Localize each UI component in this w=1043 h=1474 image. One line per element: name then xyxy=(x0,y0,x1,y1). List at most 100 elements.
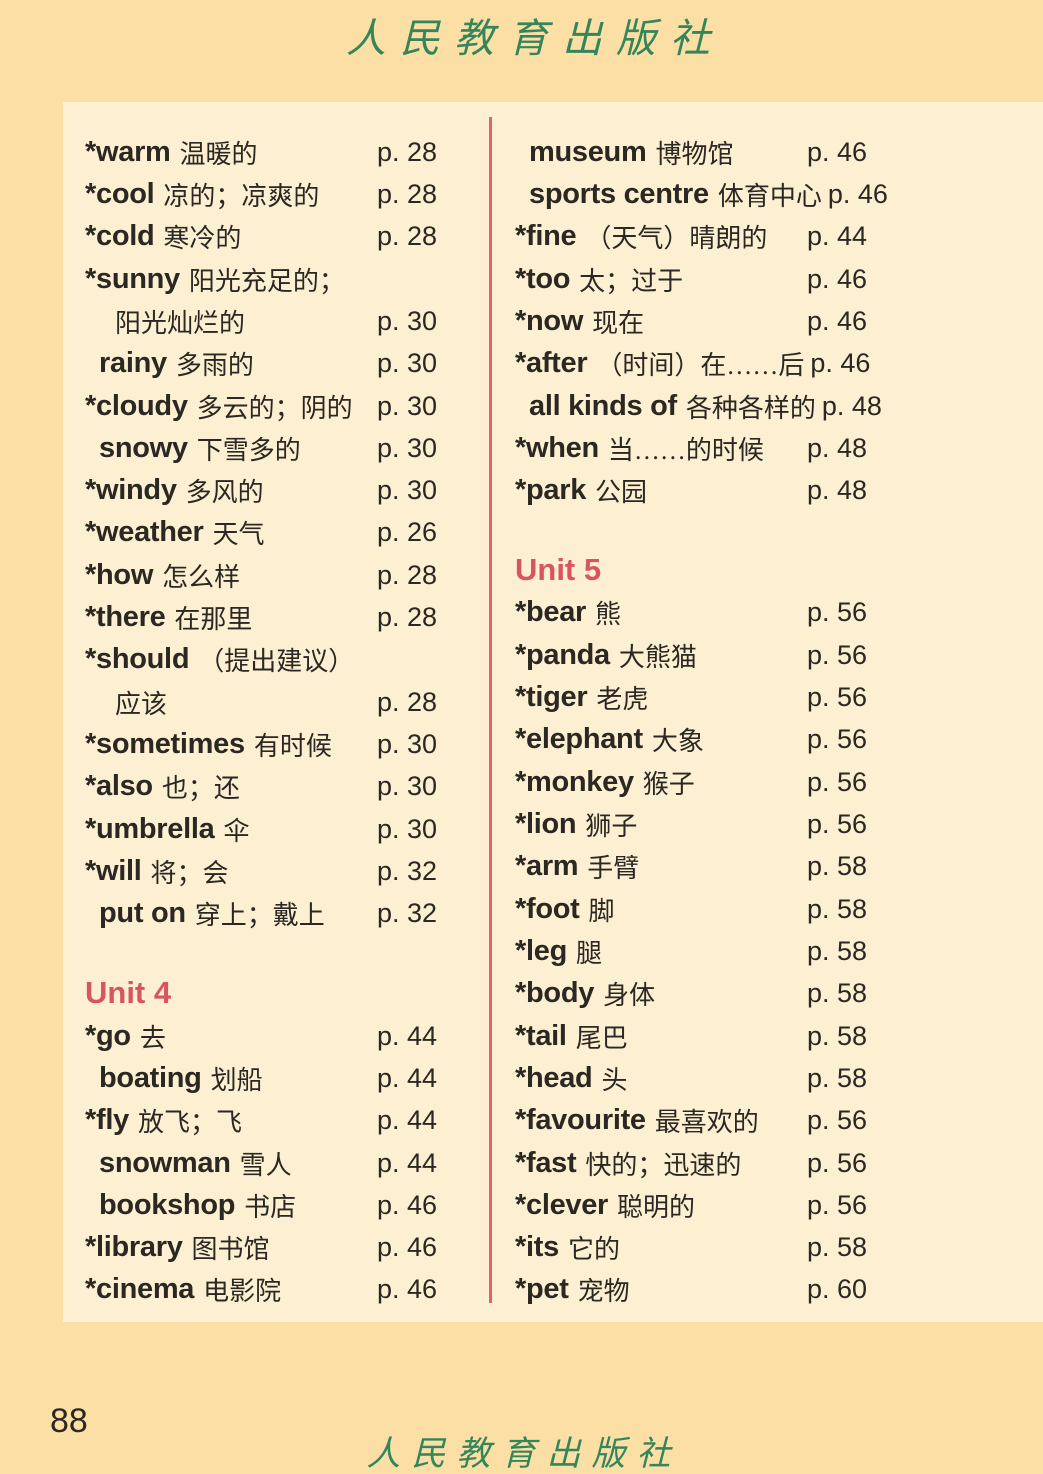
entry-meaning: 多云的；阴的 xyxy=(196,393,353,423)
entry-meaning: 多雨的 xyxy=(175,351,254,381)
entry-page-ref: p. 44 xyxy=(376,1062,437,1093)
entry-page-ref: p. 28 xyxy=(376,602,437,633)
entry-word: all kinds of xyxy=(529,389,677,422)
vocab-entry: *too 太；过于 p. 46 xyxy=(515,258,867,300)
vocab-panel: *warm 温暖的 p. 28 *cool 凉的；凉爽的 p. 28 *cold 寒冷的 p. … xyxy=(63,102,1043,1322)
vocab-entry: *panda 大熊猫 p. 56 xyxy=(515,634,867,676)
entry-meaning: 大象 xyxy=(651,727,704,757)
entry-meaning: 大熊猫 xyxy=(618,642,697,672)
entry-page-ref: p. 46 xyxy=(376,1274,437,1305)
vocab-entry: *when 当……的时候 p. 48 xyxy=(515,427,867,469)
entry-meaning: 电影院 xyxy=(203,1277,282,1307)
vocab-column-right: museum 博物馆 p. 46 sports centre 体育中心 p. 46 *fin… xyxy=(515,131,888,1311)
entry-page-ref: p. 44 xyxy=(376,1020,437,1051)
entry-page-ref: p. 58 xyxy=(806,935,867,966)
entry-word: *windy xyxy=(85,474,177,507)
entry-page-ref: p. 58 xyxy=(806,1020,867,1051)
entry-word: put on xyxy=(99,897,186,930)
entry-page-ref: p. 26 xyxy=(376,517,437,548)
entry-page-ref: p. 28 xyxy=(376,559,437,590)
entry-word: *fast xyxy=(515,1146,577,1179)
entry-meaning: 体育中心 xyxy=(717,181,822,211)
entry-word: boating xyxy=(99,1061,202,1094)
entry-word: *leg xyxy=(515,934,567,967)
vocab-entry: *leg 腿 p. 58 xyxy=(515,930,867,972)
entry-page-ref: p. 48 xyxy=(821,390,882,421)
entry-meaning: 头 xyxy=(601,1065,628,1095)
entry-word: *bear xyxy=(515,596,587,629)
entry-page-ref: p. 46 xyxy=(806,263,867,294)
entry-page-ref: p. 58 xyxy=(806,1062,867,1093)
vocab-entry: boating 划船 p. 44 xyxy=(85,1057,437,1099)
entry-page-ref: p. 28 xyxy=(376,136,437,167)
vocab-entry: 阳光灿烂的 p. 30 xyxy=(85,300,437,342)
entry-meaning: （时间）在……后 xyxy=(596,351,805,381)
entry-word: *should xyxy=(85,643,190,676)
entry-word: *clever xyxy=(515,1188,609,1221)
vocab-entry: *library 图书馆 p. 46 xyxy=(85,1227,437,1269)
entry-meaning: 宠物 xyxy=(577,1277,630,1307)
vocab-entry: *sunny 阳光充足的； xyxy=(85,258,437,300)
entry-word: *panda xyxy=(515,638,610,671)
entry-meaning: 太；过于 xyxy=(579,266,684,296)
vocab-entry: put on 穿上；戴上 p. 32 xyxy=(85,893,437,935)
vocab-entry: *should （提出建议） xyxy=(85,639,437,681)
vocab-entry: *weather 天气 p. 26 xyxy=(85,512,437,554)
entry-word: *too xyxy=(515,262,571,295)
entry-meaning: 快的；迅速的 xyxy=(585,1150,742,1180)
entry-word: *head xyxy=(515,1061,593,1094)
vocab-entry: all kinds of 各种各样的 p. 48 xyxy=(515,385,882,427)
vocab-entry: *pet 宠物 p. 60 xyxy=(515,1269,867,1311)
vocab-entry: *tiger 老虎 p. 56 xyxy=(515,676,867,718)
entry-word: *arm xyxy=(515,850,579,883)
publisher-logo-bottom: 人民教育出版社 xyxy=(366,1434,682,1474)
entry-page-ref: p. 56 xyxy=(806,597,867,628)
vocab-entry: *clever 聪明的 p. 56 xyxy=(515,1184,867,1226)
unit-heading: Unit 5 xyxy=(515,551,602,587)
entry-word: *its xyxy=(515,1231,559,1264)
vocab-entry: *body 身体 p. 58 xyxy=(515,973,867,1015)
entry-meaning: 温暖的 xyxy=(179,139,258,169)
vocab-entry: *tail 尾巴 p. 58 xyxy=(515,1015,867,1057)
vocab-entry: *fine （天气）晴朗的 p. 44 xyxy=(515,216,867,258)
vocab-entry: *sometimes 有时候 p. 30 xyxy=(85,723,437,765)
entry-word: *there xyxy=(85,601,166,634)
entry-word: *when xyxy=(515,431,599,464)
entry-meaning: 当……的时候 xyxy=(607,435,764,465)
entry-page-ref: p. 30 xyxy=(376,475,437,506)
entry-page-ref: p. 56 xyxy=(806,1189,867,1220)
entry-meaning: 多风的 xyxy=(185,478,264,508)
entry-meaning: 划船 xyxy=(210,1065,263,1095)
entry-meaning: 去 xyxy=(139,1023,166,1053)
page-number: 88 xyxy=(50,1402,88,1440)
entry-page-ref: p. 28 xyxy=(376,178,437,209)
entry-word: *monkey xyxy=(515,765,634,798)
vocab-entry: bookshop 书店 p. 46 xyxy=(85,1184,437,1226)
entry-page-ref: p. 46 xyxy=(376,1189,437,1220)
vocab-entry: *cinema 电影院 p. 46 xyxy=(85,1269,437,1311)
entry-page-ref: p. 58 xyxy=(806,1232,867,1263)
entry-page-ref: p. 28 xyxy=(376,686,437,717)
entry-meaning: （天气）晴朗的 xyxy=(585,224,768,254)
entry-meaning: 尾巴 xyxy=(575,1023,628,1053)
vocab-column-left: *warm 温暖的 p. 28 *cool 凉的；凉爽的 p. 28 *cold 寒冷的 p. … xyxy=(85,131,437,1311)
vocab-entry: *go 去 p. 44 xyxy=(85,1015,437,1057)
entry-meaning: 天气 xyxy=(212,520,265,550)
vocab-entry: *umbrella 伞 p. 30 xyxy=(85,808,437,850)
vocab-entry: *how 怎么样 p. 28 xyxy=(85,554,437,596)
vocab-entry: museum 博物馆 p. 46 xyxy=(515,131,867,173)
vocab-entry: *lion 狮子 p. 56 xyxy=(515,803,867,845)
entry-meaning: 现在 xyxy=(592,308,645,338)
vocab-entry: sports centre 体育中心 p. 46 xyxy=(515,173,888,215)
entry-meaning: 伞 xyxy=(223,816,250,846)
entry-meaning: 脚 xyxy=(588,896,615,926)
vocab-entry: rainy 多雨的 p. 30 xyxy=(85,343,437,385)
vocab-entry: *fly 放飞；飞 p. 44 xyxy=(85,1100,437,1142)
entry-page-ref: p. 56 xyxy=(806,1105,867,1136)
entry-meaning: 怎么样 xyxy=(162,562,241,592)
column-divider xyxy=(489,117,492,1303)
entry-meaning: 狮子 xyxy=(585,812,638,842)
entry-page-ref: p. 56 xyxy=(806,639,867,670)
entry-meaning: 将；会 xyxy=(150,858,229,888)
